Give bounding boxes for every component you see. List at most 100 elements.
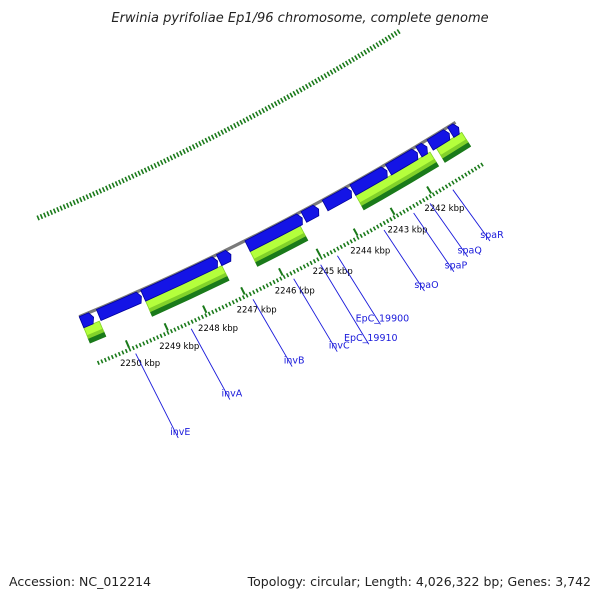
outer-tick-mark — [352, 237, 357, 242]
kbp-tick-label: 2250 kbp — [120, 359, 160, 369]
cds-arrow — [321, 186, 353, 212]
outer-tick-mark — [477, 164, 481, 169]
gene-leader-line — [429, 203, 469, 257]
inner-tick-mark — [245, 116, 250, 122]
gene-leader-line — [135, 353, 179, 439]
outer-tick-mark — [362, 231, 367, 237]
outer-tick-mark — [214, 308, 218, 313]
outer-tick-mark — [218, 306, 222, 311]
outer-tick-mark — [245, 293, 249, 298]
inner-tick-mark — [207, 136, 212, 142]
outer-tick-mark — [451, 180, 455, 185]
kbp-tick-mark — [240, 286, 246, 295]
inner-tick-mark — [326, 71, 331, 77]
topology-text: Topology: circular; Length: 4,026,322 bp… — [247, 574, 591, 589]
inner-tick-mark — [292, 90, 297, 96]
outer-tick-mark — [285, 273, 290, 278]
backbone-layer — [78, 120, 457, 319]
cds-arrow — [215, 249, 232, 267]
outer-tick-mark — [235, 298, 239, 303]
inner-tick-mark — [276, 99, 281, 105]
inner-tick-mark — [182, 148, 186, 155]
inner-tick-track — [36, 29, 401, 221]
cds-arrow — [95, 291, 142, 322]
outer-tick-mark — [142, 341, 146, 346]
kbp-tick-label: 2248 kbp — [198, 324, 238, 334]
outer-tick-mark — [376, 224, 380, 229]
gene-label: spaR — [480, 230, 504, 241]
outer-tick-mark — [312, 259, 317, 264]
inner-tick-mark — [159, 159, 164, 166]
kbp-tick-mark — [426, 185, 433, 194]
outer-tick-mark — [265, 283, 269, 288]
inner-tick-mark — [301, 85, 306, 91]
gene-label: invA — [221, 389, 242, 400]
gene-label: spaO — [414, 280, 438, 291]
kbp-tick-mark — [124, 339, 130, 349]
inner-tick-mark — [156, 161, 161, 167]
outer-tick-mark — [228, 301, 232, 307]
outer-tick-mark — [238, 296, 242, 302]
outer-tick-mark — [431, 192, 436, 197]
inner-tick-mark — [134, 172, 138, 178]
inner-tick-mark — [239, 119, 244, 125]
outer-tick-mark — [316, 257, 320, 262]
outer-tick-mark — [359, 233, 363, 239]
outer-tick-mark — [309, 260, 313, 266]
outer-tick-mark — [145, 339, 149, 345]
gene-label: invE — [170, 427, 190, 438]
kbp-tick-layer: 2250 kbp 2249 kbp 2248 kbp 2247 kbp 2246 kbp… — [120, 185, 464, 369]
kbp-tick-label: 2244 kbp — [350, 246, 390, 256]
outer-tick-mark — [339, 244, 343, 249]
outer-tick-mark — [470, 168, 475, 173]
outer-tick-mark — [460, 174, 465, 179]
outer-tick-mark — [395, 213, 400, 218]
inner-tick-mark — [229, 124, 234, 130]
inner-tick-mark — [201, 139, 206, 145]
outer-tick-mark — [296, 267, 300, 273]
inner-tick-mark — [369, 45, 374, 52]
outer-tick-mark — [299, 266, 303, 271]
outer-tick-mark — [211, 309, 215, 315]
inner-tick-mark — [124, 176, 129, 182]
inner-tick-mark — [49, 209, 54, 215]
outer-tick-mark — [231, 300, 235, 305]
outer-tick-mark — [464, 172, 468, 177]
gene-label: spaQ — [458, 246, 482, 257]
inner-tick-mark — [341, 62, 346, 68]
kbp-tick-mark — [315, 248, 322, 257]
inner-tick-mark — [214, 132, 218, 139]
outer-tick-mark — [176, 325, 180, 331]
inner-tick-mark — [223, 127, 228, 134]
outer-tick-mark — [117, 351, 121, 357]
kbp-tick-mark — [389, 207, 396, 216]
outer-tick-mark — [262, 285, 266, 290]
outer-tick-mark — [342, 242, 347, 248]
outer-tick-mark — [322, 253, 327, 258]
inner-tick-mark — [163, 158, 167, 164]
outer-tick-mark — [372, 226, 377, 231]
outer-tick-mark — [448, 182, 452, 187]
gene-leader-line — [452, 189, 491, 242]
outer-tick-mark — [473, 166, 478, 171]
inner-tick-mark — [82, 195, 86, 201]
inner-tick-mark — [72, 199, 76, 206]
outer-tick-mark — [382, 220, 387, 226]
outer-tick-mark — [428, 194, 432, 199]
outer-tick-mark — [156, 335, 160, 340]
inner-tick-mark — [387, 34, 392, 40]
inner-tick-mark — [304, 83, 309, 89]
outer-tick-mark — [162, 332, 167, 337]
kbp-tick-label: 2243 kbp — [387, 225, 427, 235]
inner-tick-mark — [283, 96, 288, 102]
outer-tick-mark — [454, 178, 458, 183]
outer-tick-mark — [138, 342, 142, 348]
outer-tick-mark — [173, 327, 177, 332]
inner-tick-mark — [233, 123, 237, 129]
inner-tick-mark — [111, 182, 116, 188]
inner-tick-mark — [137, 170, 141, 176]
outer-tick-mark — [418, 199, 423, 205]
outer-tick-mark — [441, 186, 445, 191]
outer-tick-mark — [399, 211, 403, 216]
rna-feature-band — [86, 328, 105, 339]
